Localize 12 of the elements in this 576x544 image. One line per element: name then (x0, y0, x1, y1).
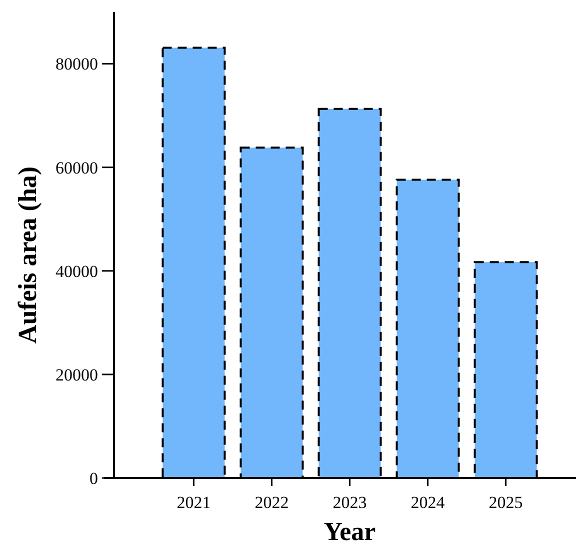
y-tick-label: 40000 (56, 262, 98, 281)
x-tick-label: 2024 (410, 493, 446, 512)
x-tick-label: 2023 (332, 493, 367, 512)
x-axis-title: Year (324, 517, 376, 544)
x-tick-label: 2021 (176, 493, 211, 512)
y-tick-label: 0 (90, 468, 98, 488)
x-tick-label: 2022 (254, 493, 289, 512)
y-axis-title: Aufeis area (ha) (13, 166, 42, 344)
y-tick-label: 60000 (56, 158, 98, 178)
y-tick-label: 80000 (56, 54, 98, 74)
y-tick-label: 20000 (56, 365, 98, 384)
x-tick-label: 2025 (488, 493, 523, 512)
